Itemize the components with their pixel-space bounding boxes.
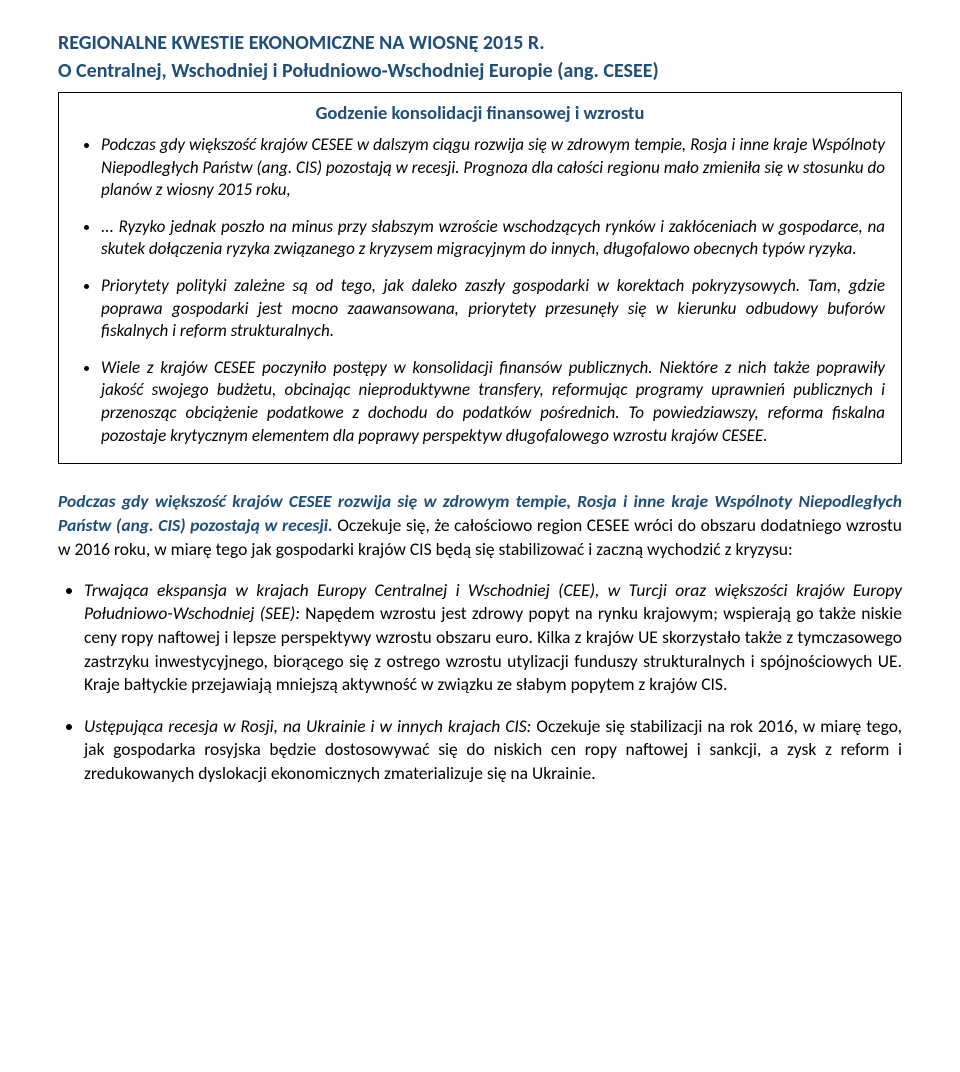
document-page: REGIONALNE KWESTIE EKONOMICZNE NA WIOSNĘ… (0, 0, 960, 844)
summary-bullet-list: Podczas gdy większość krajów CESEE w dal… (75, 134, 885, 447)
summary-bullet: ... Ryzyko jednak poszło na minus przy s… (101, 216, 885, 261)
summary-box-heading: Godzenie konsolidacji finansowej i wzros… (75, 101, 885, 124)
page-title-line-1: REGIONALNE KWESTIE EKONOMICZNE NA WIOSNĘ… (58, 30, 902, 56)
main-bullet-list: Trwająca ekspansja w krajach Europy Cent… (58, 579, 902, 786)
summary-bullet: Priorytety polityki zależne są od tego, … (101, 275, 885, 343)
lead-paragraph: Podczas gdy większość krajów CESEE rozwi… (58, 490, 902, 561)
summary-bullet: Wiele z krajów CESEE poczyniło postępy w… (101, 357, 885, 447)
main-bullet: Trwająca ekspansja w krajach Europy Cent… (84, 579, 902, 697)
main-bullet: Ustępująca recesja w Rosji, na Ukrainie … (84, 715, 902, 786)
summary-bullet: Podczas gdy większość krajów CESEE w dal… (101, 134, 885, 202)
main-bullet-lead: Ustępująca recesja w Rosji, na Ukrainie … (84, 715, 531, 737)
page-title-line-2: O Centralnej, Wschodniej i Południowo-Ws… (58, 58, 902, 84)
summary-box: Godzenie konsolidacji finansowej i wzros… (58, 92, 902, 464)
